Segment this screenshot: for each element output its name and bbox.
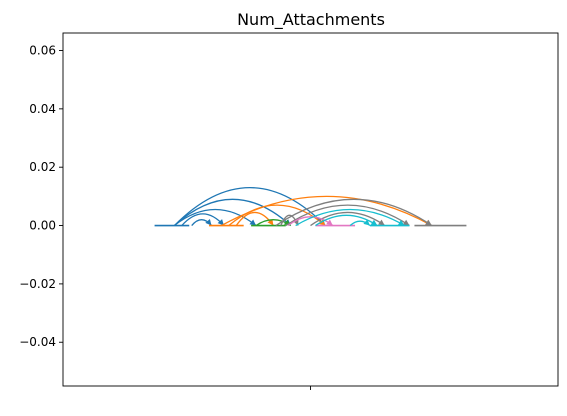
plot-area (154, 186, 467, 227)
series-1-arrow-1 (318, 219, 326, 226)
y-tick-label: 0.00 (29, 219, 56, 233)
series-3-arc-2 (310, 211, 386, 227)
series-0-arrow-4 (205, 219, 212, 226)
series-1-arrow-2 (267, 218, 274, 226)
axes-frame (62, 32, 559, 387)
y-tick-label: 0.04 (29, 102, 56, 116)
series-1-arc-1 (228, 204, 326, 227)
y-tick-label: 0.02 (29, 160, 56, 174)
axes: 0.06 0.04 0.02 0.00 −0.02 −0.04 (19, 32, 559, 390)
chart-title: Num_Attachments (237, 10, 385, 30)
series-3-arc-1 (285, 204, 410, 227)
series-0-arrow-2 (249, 219, 257, 226)
y-tick-label: −0.04 (19, 335, 56, 349)
series-0-arc-2 (173, 208, 257, 227)
series-5-arrow-2 (363, 219, 370, 226)
y-tick-label: −0.02 (19, 277, 56, 291)
series-5-arrow-1 (370, 219, 378, 226)
series-5-arc-0 (295, 208, 405, 227)
series-0-arc-1 (173, 198, 292, 227)
series-5-arrow-0 (397, 219, 405, 226)
series-5-arc-1 (315, 214, 378, 227)
series-3-arc-0 (275, 198, 433, 227)
series-3-arrow-1 (402, 219, 410, 226)
y-tick-label: 0.06 (29, 44, 56, 58)
series-0-arrow-3 (217, 219, 224, 226)
series-3-arrow-2 (378, 219, 385, 226)
series-4-arrow-0 (326, 219, 333, 226)
series-0-arc-0 (173, 186, 326, 227)
series-3-arrow-0 (425, 219, 432, 226)
